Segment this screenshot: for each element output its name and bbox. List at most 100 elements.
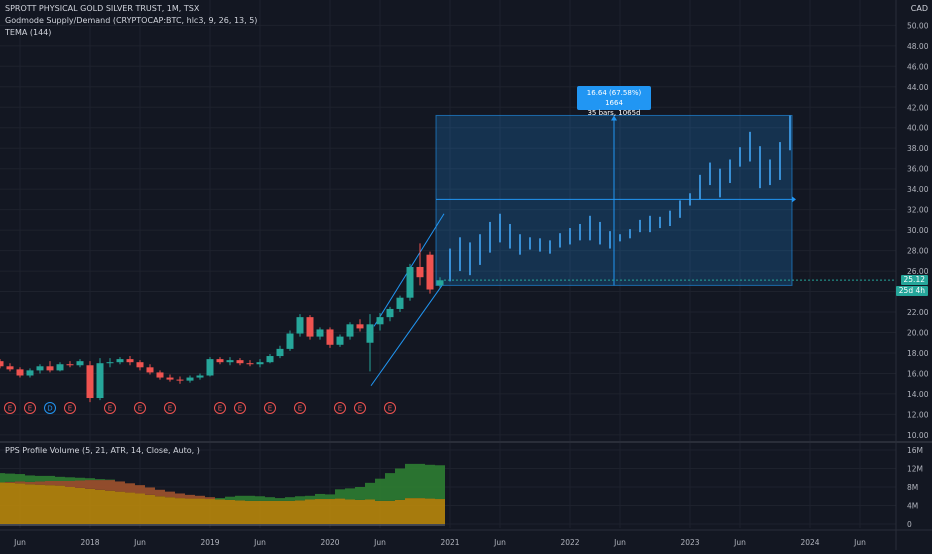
marker-label: E — [358, 405, 362, 413]
marker-label: E — [218, 405, 222, 413]
volume-base-segment — [435, 499, 445, 524]
currency-label[interactable]: CAD — [911, 4, 928, 13]
volume-column — [395, 469, 405, 525]
chart-title: SPROTT PHYSICAL GOLD SILVER TRUST, 1M, T… — [5, 4, 199, 14]
candle-body — [437, 280, 444, 285]
candle-body — [17, 369, 24, 375]
volume-green-segment — [285, 497, 295, 501]
volume-green-segment — [255, 496, 265, 501]
volume-base-segment — [145, 495, 155, 524]
candle-body — [217, 359, 224, 362]
volume-base-segment — [25, 484, 35, 524]
volume-base-segment — [275, 501, 285, 524]
candle-body — [97, 363, 104, 398]
volume-column — [295, 496, 305, 524]
volume-green-segment — [295, 496, 305, 500]
volume-column — [45, 476, 55, 524]
volume-base-segment — [385, 501, 395, 524]
price-tick-label: 48.00 — [907, 42, 929, 51]
volume-base-segment — [115, 492, 125, 524]
volume-base-segment — [105, 491, 115, 524]
volume-green-segment — [265, 497, 275, 501]
volume-red-segment — [85, 480, 95, 489]
volume-column — [105, 480, 115, 524]
time-tick-label: Jun — [253, 538, 266, 547]
volume-green-segment — [305, 496, 315, 500]
candle-body — [257, 362, 264, 364]
dividend-marker: D — [45, 403, 56, 414]
candle-body — [77, 361, 84, 365]
candle-body — [237, 360, 244, 363]
candle-body — [357, 324, 364, 328]
candle-body — [397, 298, 404, 309]
volume-green-segment — [335, 489, 345, 498]
marker-label: D — [47, 405, 52, 413]
candle — [297, 314, 304, 337]
indicator-tema-label[interactable]: TEMA (144) — [5, 28, 51, 38]
volume-indicator-label[interactable]: PPS Profile Volume (5, 21, ATR, 14, Clos… — [5, 446, 200, 456]
candle-body — [347, 324, 354, 336]
volume-base-segment — [215, 499, 225, 524]
volume-column — [245, 496, 255, 524]
earnings-marker: E — [335, 403, 346, 414]
candle-body — [227, 360, 234, 362]
volume-green-segment — [15, 474, 25, 481]
earnings-marker: E — [385, 403, 396, 414]
volume-tick-label: 4M — [907, 502, 918, 511]
volume-column — [435, 465, 445, 524]
price-tick-label: 12.00 — [907, 410, 929, 419]
earnings-marker: E — [25, 403, 36, 414]
price-tick-label: 46.00 — [907, 62, 929, 71]
volume-green-segment — [245, 496, 255, 501]
volume-base-segment — [15, 483, 25, 524]
price-tick-label: 36.00 — [907, 165, 929, 174]
candle-body — [247, 363, 254, 364]
price-tick-label: 50.00 — [907, 21, 929, 30]
candle-body — [287, 334, 294, 349]
time-tick-label: 2018 — [80, 538, 99, 547]
volume-column — [415, 464, 425, 524]
volume-base-segment — [375, 501, 385, 524]
volume-tick-label: 16M — [907, 446, 923, 455]
volume-base-segment — [165, 497, 175, 524]
volume-column — [345, 488, 355, 524]
volume-column — [425, 465, 435, 524]
time-tick-label: Jun — [13, 538, 26, 547]
volume-column — [175, 493, 185, 524]
time-tick-label: 2019 — [200, 538, 219, 547]
candle-body — [407, 267, 414, 298]
earnings-marker: E — [105, 403, 116, 414]
candle-body — [107, 362, 114, 363]
volume-red-segment — [145, 487, 155, 494]
volume-base-segment — [95, 490, 105, 524]
marker-label: E — [298, 405, 302, 413]
candle-body — [57, 364, 64, 370]
candle — [207, 357, 214, 376]
volume-red-segment — [45, 481, 55, 485]
measure-change-text: 16.64 (67.58%) 1664 — [577, 88, 651, 108]
price-tick-label: 32.00 — [907, 206, 929, 215]
candle — [407, 264, 414, 301]
volume-column — [385, 473, 395, 524]
candle-body — [7, 366, 14, 369]
volume-column — [275, 498, 285, 524]
earnings-marker: E — [295, 403, 306, 414]
volume-green-segment — [55, 477, 65, 481]
volume-column — [315, 494, 325, 524]
volume-base-segment — [205, 499, 215, 524]
marker-label: E — [338, 405, 342, 413]
measure-tool[interactable] — [436, 115, 796, 285]
indicator-godmode-label[interactable]: Godmode Supply/Demand (CRYPTOCAP:BTC, hl… — [5, 16, 257, 26]
volume-red-segment — [175, 493, 185, 498]
time-tick-label: 2021 — [440, 538, 459, 547]
volume-red-segment — [95, 480, 105, 490]
volume-column — [115, 481, 125, 524]
bar-countdown-badge: 25d 4h — [896, 286, 928, 296]
candle-body — [187, 378, 194, 381]
price-tick-label: 28.00 — [907, 247, 929, 256]
candle-body — [297, 317, 304, 333]
volume-base-segment — [325, 499, 335, 524]
volume-column — [365, 483, 375, 524]
earnings-marker: E — [355, 403, 366, 414]
